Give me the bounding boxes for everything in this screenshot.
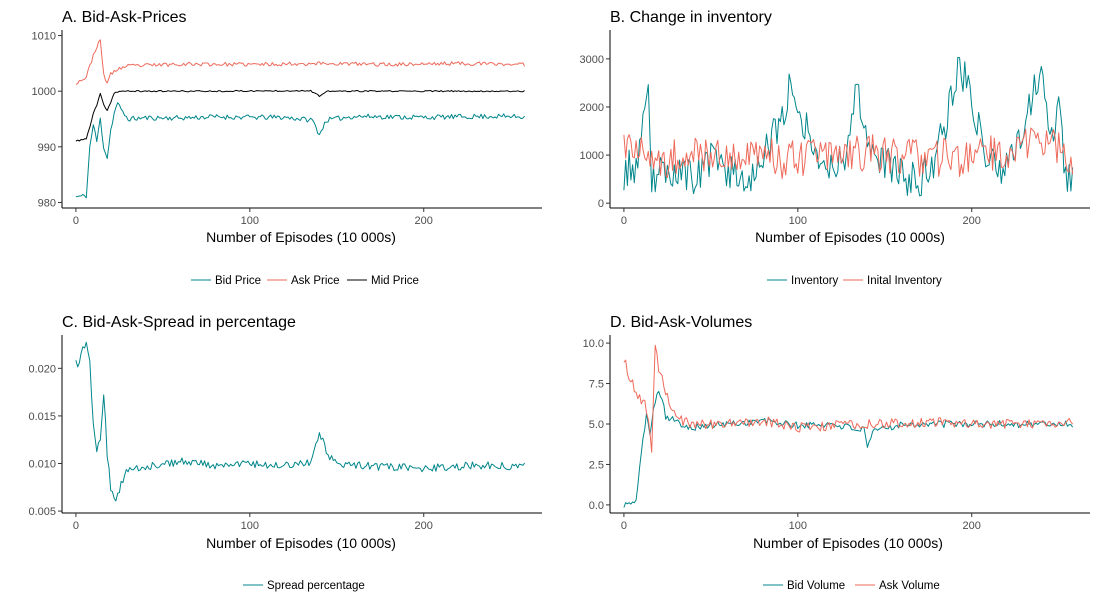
panel-d-legend: Bid Volume Ask Volume [763, 580, 940, 592]
panel-b-x-axis-label: Number of Episodes (10 000s) [755, 229, 945, 245]
panel-a-x-axis-label: Number of Episodes (10 000s) [206, 229, 396, 245]
panel-a-x-tick-label: 100 [241, 215, 259, 227]
panel-c-title: C. Bid-Ask-Spread in percentage [62, 314, 296, 331]
panel-a-bid-ask-prices: A. Bid-Ask-Prices Number of Episodes (10… [32, 9, 542, 287]
legend-label-mid-price: Mid Price [371, 275, 419, 287]
panel-b-x-tick-label: 0 [621, 215, 627, 227]
panel-c-y-tick-label: 0.015 [28, 411, 56, 423]
panel-c-legend: Spread percentage [243, 580, 365, 592]
panel-b-x-tick-label: 200 [963, 215, 981, 227]
panel-a-series-ask-price [75, 39, 526, 85]
panel-d-x-tick-label: 100 [789, 520, 807, 532]
panel-d-series-ask-volume [623, 344, 1074, 453]
legend-label-bid-volume: Bid Volume [787, 580, 845, 592]
panel-a-y-tick-label: 990 [38, 142, 56, 154]
panel-d-y-tick-label: 10.0 [583, 338, 604, 350]
panel-b-y-tick-label: 3000 [580, 54, 604, 66]
panel-a-series-bid-price [75, 102, 525, 199]
panel-c-y-tick-label: 0.010 [28, 459, 56, 471]
legend-label-spread-percentage: Spread percentage [267, 580, 365, 592]
panel-c-x-tick-label: 0 [73, 520, 79, 532]
panel-b-legend: Inventory Inital Inventory [767, 275, 942, 287]
panel-d-y-tick-label: 7.5 [589, 379, 604, 391]
panel-b-series-inventory [623, 56, 1074, 197]
panel-a-legend: Bid Price Ask Price Mid Price [191, 275, 419, 287]
panel-b-y-tick-label: 0 [598, 198, 604, 210]
panel-d-y-tick-label: 0.0 [589, 500, 604, 512]
panel-c-y-tick-label: 0.020 [28, 363, 56, 375]
panel-d-x-tick-label: 200 [963, 520, 981, 532]
legend-label-bid-price: Bid Price [215, 275, 261, 287]
panel-c-y-tick-label: 0.005 [28, 506, 56, 518]
panel-c-x-axis-label: Number of Episodes (10 000s) [206, 535, 396, 551]
panel-a-series-mid-price [75, 89, 525, 142]
legend-label-ask-price: Ask Price [291, 275, 340, 287]
panel-a-x-tick-label: 0 [73, 215, 79, 227]
panel-b-x-tick-label: 100 [789, 215, 807, 227]
panel-a-y-tick-label: 1010 [32, 31, 56, 43]
panel-d-bid-ask-volumes: D. Bid-Ask-Volumes Number of Episodes (1… [583, 314, 1090, 592]
legend-label-inventory: Inventory [791, 275, 839, 287]
panel-b-series-inital-inventory [623, 127, 1074, 180]
panel-a-title: A. Bid-Ask-Prices [62, 9, 186, 26]
legend-label-ask-volume: Ask Volume [879, 580, 940, 592]
panel-a-x-tick-label: 200 [415, 215, 433, 227]
panel-d-series-bid-volume [623, 390, 1074, 508]
panel-d-x-tick-label: 0 [621, 520, 627, 532]
panel-b-y-tick-label: 1000 [580, 150, 604, 162]
panel-b-y-tick-label: 2000 [580, 102, 604, 114]
panel-d-y-tick-label: 2.5 [589, 459, 604, 471]
panel-c-spread-percentage: C. Bid-Ask-Spread in percentage Number o… [28, 314, 542, 592]
panel-d-title: D. Bid-Ask-Volumes [610, 314, 752, 331]
panel-c-x-tick-label: 100 [241, 520, 259, 532]
panel-a-y-tick-label: 1000 [32, 86, 56, 98]
panel-b-title: B. Change in inventory [610, 9, 772, 26]
panel-a-y-tick-label: 980 [38, 197, 56, 209]
panel-d-x-axis-label: Number of Episodes (10 000s) [753, 535, 943, 551]
panel-d-y-tick-label: 5.0 [589, 419, 604, 431]
legend-label-inital-inventory: Inital Inventory [867, 275, 942, 287]
panel-c-x-tick-label: 200 [415, 520, 433, 532]
panel-c-series-spread-percentage [75, 341, 525, 502]
panel-b-change-in-inventory: B. Change in inventory Number of Episode… [580, 9, 1090, 287]
